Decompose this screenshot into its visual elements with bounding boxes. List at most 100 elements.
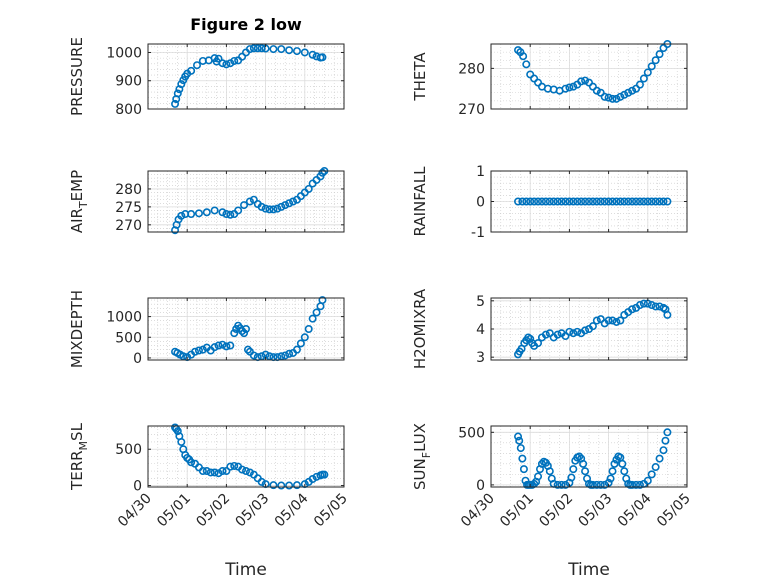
subplot-terr-msl: 0 500 TERRMSL 04/30 05/01 05/02 05/03 05/04 05/0… bbox=[68, 422, 351, 580]
data-point bbox=[292, 345, 301, 354]
data-point bbox=[308, 50, 317, 59]
data-point bbox=[545, 329, 554, 338]
data-point bbox=[257, 202, 266, 211]
data-point bbox=[534, 472, 543, 481]
data-point bbox=[643, 197, 652, 206]
data-point bbox=[565, 197, 574, 206]
data-point bbox=[592, 316, 601, 325]
data-point bbox=[651, 463, 660, 472]
x-tick-label: 05/04 bbox=[615, 490, 655, 530]
data-point bbox=[624, 197, 633, 206]
y-axis-label: THETA bbox=[411, 52, 429, 102]
y-axis-label: H2OMIXRA bbox=[411, 288, 429, 369]
data-point bbox=[557, 197, 566, 206]
data-point bbox=[198, 467, 207, 476]
y-axis-label-main: AIR bbox=[68, 208, 86, 233]
y-tick-label: 1000 bbox=[106, 45, 142, 61]
data-point bbox=[663, 310, 672, 319]
data-point bbox=[596, 88, 605, 97]
data-point bbox=[171, 99, 180, 108]
y-tick-label: 500 bbox=[458, 425, 485, 441]
data-point bbox=[257, 352, 266, 361]
subplot-pressure: 800 900 1000 PRESSURE Figure 2 low bbox=[68, 15, 345, 118]
data-point bbox=[526, 197, 535, 206]
data-point bbox=[588, 322, 597, 331]
data-point bbox=[581, 326, 590, 335]
y-axis-label-main: TERR bbox=[68, 450, 86, 491]
axes-box bbox=[147, 297, 345, 361]
data-point bbox=[635, 301, 644, 310]
y-tick-label: 0 bbox=[133, 351, 142, 367]
subplot-rainfall: -1 0 1 RAINFALL bbox=[411, 164, 688, 241]
data-point bbox=[616, 316, 625, 325]
data-point bbox=[655, 50, 664, 59]
data-point bbox=[238, 52, 247, 61]
data-point bbox=[230, 329, 239, 338]
data-point bbox=[612, 317, 621, 326]
data-point bbox=[243, 345, 252, 354]
data-point bbox=[273, 204, 282, 213]
y-axis-label: AIRTEMP bbox=[68, 170, 90, 233]
data-point bbox=[518, 454, 527, 463]
data-point bbox=[257, 44, 266, 53]
data-point bbox=[592, 197, 601, 206]
data-point bbox=[515, 436, 524, 445]
data-point bbox=[643, 68, 652, 77]
data-point bbox=[214, 341, 223, 350]
data-point bbox=[659, 44, 668, 53]
data-point bbox=[600, 197, 609, 206]
data-point bbox=[651, 302, 660, 311]
y-axis-label-rest: EMP bbox=[68, 170, 86, 201]
data-point bbox=[300, 333, 309, 342]
subplot-theta: 270 280 THETA bbox=[411, 39, 688, 118]
subplot-mixdepth: 0 500 1000 MIXDEPTH bbox=[68, 290, 345, 368]
data-point bbox=[218, 467, 227, 476]
y-tick-label: 4 bbox=[476, 322, 485, 338]
y-tick-label: 500 bbox=[115, 330, 142, 346]
data-point bbox=[257, 477, 266, 486]
data-point bbox=[226, 341, 235, 350]
data-point bbox=[292, 47, 301, 56]
data-point bbox=[663, 428, 672, 437]
data-point bbox=[514, 432, 523, 441]
data-point bbox=[526, 70, 535, 79]
axes-box bbox=[147, 43, 345, 110]
y-tick-label: -1 bbox=[471, 225, 485, 241]
data-point bbox=[612, 94, 621, 103]
axes-box bbox=[490, 43, 688, 110]
data-point bbox=[541, 330, 550, 339]
data-point bbox=[661, 436, 670, 445]
data-point bbox=[277, 352, 286, 361]
y-tick-label: 3 bbox=[476, 350, 485, 366]
data-point bbox=[569, 82, 578, 91]
y-tick-label: 280 bbox=[458, 61, 485, 77]
data-point bbox=[226, 462, 235, 471]
x-tick-label: 05/03 bbox=[576, 491, 616, 531]
data-point bbox=[238, 465, 247, 474]
data-point bbox=[226, 210, 235, 219]
data-point bbox=[277, 202, 286, 211]
data-point bbox=[245, 197, 254, 206]
data-point bbox=[318, 168, 327, 177]
data-point bbox=[632, 480, 641, 489]
x-tick-label: 04/30 bbox=[115, 491, 155, 531]
data-point bbox=[565, 83, 574, 92]
data-point bbox=[553, 330, 562, 339]
data-point bbox=[214, 469, 223, 478]
data-point bbox=[173, 427, 182, 436]
data-point bbox=[541, 197, 550, 206]
data-point bbox=[604, 197, 613, 206]
data-point bbox=[261, 204, 270, 213]
y-tick-label: 275 bbox=[115, 200, 142, 216]
y-axis-label-main: SUN bbox=[411, 458, 429, 490]
data-point bbox=[573, 197, 582, 206]
data-point bbox=[639, 299, 648, 308]
data-point bbox=[187, 210, 196, 219]
data-point bbox=[240, 329, 249, 338]
data-point bbox=[206, 468, 215, 477]
y-tick-label: 270 bbox=[458, 102, 485, 118]
y-tick-label: 0 bbox=[476, 478, 485, 494]
x-axis-label: Time bbox=[224, 560, 267, 580]
data-point bbox=[242, 467, 251, 476]
data-point bbox=[281, 351, 290, 360]
